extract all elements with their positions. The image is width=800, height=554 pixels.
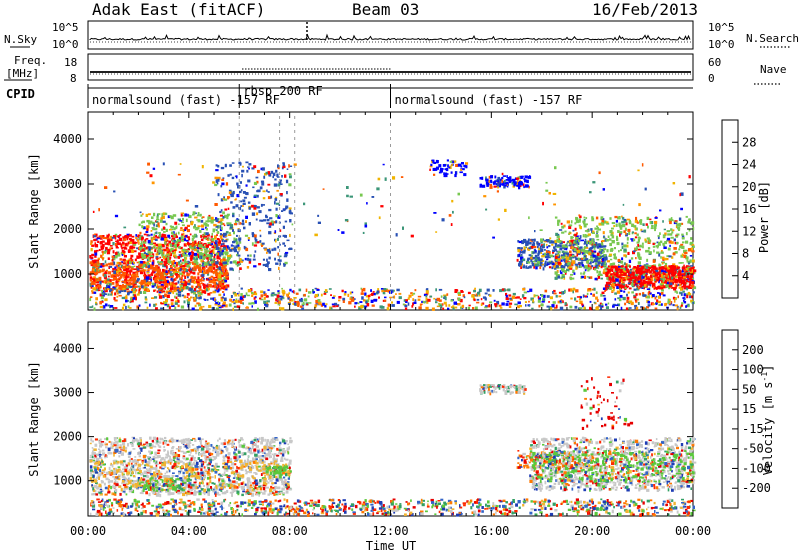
power-ylabel: Slant Range [km] <box>27 153 41 269</box>
y-tick-label: 1000 <box>53 474 82 488</box>
freq-label-1: Freq. <box>14 54 47 67</box>
nsky-trace <box>89 22 691 43</box>
velocity-axes: 1000 2000 3000 4000 <box>53 322 694 516</box>
station-title: Adak East (fitACF) <box>92 0 265 19</box>
y-tick-label: 2000 <box>53 222 82 236</box>
freq-strip-frame <box>87 53 694 81</box>
colorbar-frame <box>721 329 739 509</box>
power-axes: 1000 2000 3000 4000 <box>53 112 694 310</box>
y-tick-label: 1000 <box>53 267 82 281</box>
y-tick-label: 4000 <box>53 132 82 146</box>
power-data-field <box>89 116 697 512</box>
cpid-segment-label: normalsound (fast) -157 RF <box>92 93 280 107</box>
cpid-segment-label: rbsp 200 RF <box>243 84 322 98</box>
colorbar-tick-label: 15 <box>742 402 756 416</box>
date-title: 16/Feb/2013 <box>592 0 698 19</box>
velocity-ylabel: Slant Range [km] <box>27 361 41 477</box>
nsky-tick-top: 10^5 <box>52 21 79 34</box>
freq-tick-bottom: 8 <box>70 72 77 85</box>
time-tick-label: 12:00 <box>372 524 408 538</box>
colorbar-tick-label: 4 <box>742 269 749 283</box>
beam-title: Beam 03 <box>352 0 419 19</box>
velocity-cbar-label-end: ] <box>761 365 775 372</box>
nsky-strip-frame <box>87 20 694 50</box>
colorbar-tick-label: 50 <box>742 382 756 396</box>
y-tick-label: 3000 <box>53 177 82 191</box>
time-tick-label: 16:00 <box>473 524 509 538</box>
freq-tick-top: 18 <box>64 56 77 69</box>
y-tick-label: 4000 <box>53 341 82 355</box>
power-cbar-label: Power [dB] <box>757 181 771 253</box>
time-tick-label: 08:00 <box>272 524 308 538</box>
time-tick-label: 00:00 <box>675 524 711 538</box>
velocity-colorbar: 200 100 50 15 -15 -50 -100 -200 <box>721 329 771 509</box>
nave-label: Nave <box>760 63 787 76</box>
nsky-label: N.Sky <box>4 33 37 46</box>
nave-tick-top: 60 <box>708 56 721 69</box>
velocity-data-field <box>89 376 697 517</box>
time-tick-label: 00:00 <box>70 524 106 538</box>
cpid-segment-label: normalsound (fast) -157 RF <box>395 93 583 107</box>
y-tick-label: 3000 <box>53 386 82 400</box>
colorbar-tick-label: 12 <box>742 224 756 238</box>
time-axis-ticks: 00:00 04:00 08:00 12:00 16:00 20:00 00:00 <box>70 524 711 538</box>
power-panel-frame <box>87 111 694 311</box>
colorbar-tick-label: 8 <box>742 247 749 261</box>
colorbar-tick-label: -100 <box>742 461 771 475</box>
nsearch-tick-top: 10^5 <box>708 21 735 34</box>
nsearch-tick-bottom: 10^0 <box>708 38 735 51</box>
nsky-tick-bottom: 10^0 <box>52 38 79 51</box>
colorbar-tick-label: 16 <box>742 202 756 216</box>
power-colorbar: 28 24 20 16 12 8 4 <box>721 119 756 299</box>
velocity-cbar-label: Velocity [m s-1] <box>760 365 775 476</box>
velocity-cbar-label-main: Velocity [m s <box>761 381 775 475</box>
nave-tick-bottom: 0 <box>708 72 715 85</box>
colorbar-tick-label: 20 <box>742 180 756 194</box>
colorbar-tick-label: 200 <box>742 343 764 357</box>
colorbar-tick-label: 28 <box>742 135 756 149</box>
cpid-label: CPID <box>6 87 35 101</box>
time-tick-label: 04:00 <box>171 524 207 538</box>
colorbar-tick-label: -50 <box>742 442 764 456</box>
colorbar-tick-label: -200 <box>742 481 771 495</box>
colorbar-tick-label: 24 <box>742 158 756 172</box>
colorbar-tick-label: -15 <box>742 422 764 436</box>
velocity-cbar-label-sup: -1 <box>760 372 769 382</box>
colorbar-tick-label: 100 <box>742 363 764 377</box>
nsearch-label: N.Search <box>746 32 799 45</box>
time-tick-label: 20:00 <box>574 524 610 538</box>
freq-label-2: [MHz] <box>6 67 39 80</box>
nsky-trace-line <box>89 33 691 41</box>
time-axis-label: Time UT <box>366 539 417 553</box>
y-tick-label: 2000 <box>53 430 82 444</box>
